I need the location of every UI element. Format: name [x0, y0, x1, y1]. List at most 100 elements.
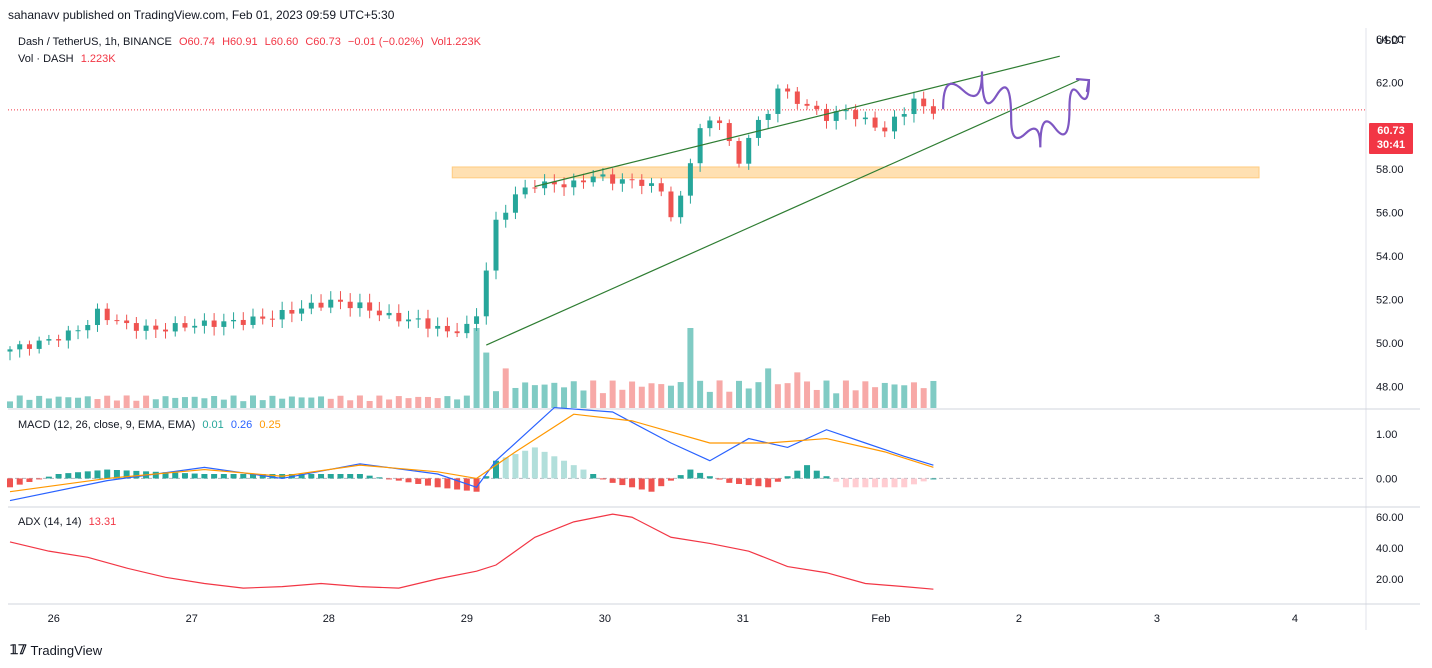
- candle-body: [192, 325, 198, 328]
- macd-histogram-bar: [347, 474, 354, 479]
- candle-body: [289, 309, 295, 314]
- candle-body: [163, 329, 169, 332]
- y-tick-label: 56.00: [1376, 208, 1404, 220]
- volume-bar: [356, 395, 363, 408]
- volume-bar: [347, 400, 354, 408]
- volume-bar: [842, 380, 849, 408]
- x-tick-label: 29: [461, 613, 473, 625]
- candle-body: [65, 330, 71, 341]
- candle-body: [755, 119, 761, 138]
- bar-countdown: 30:41: [1376, 139, 1406, 151]
- tradingview-brand-text: TradingView: [30, 642, 103, 658]
- volume-bar: [327, 398, 334, 408]
- volume-bar: [872, 387, 879, 408]
- candle-body: [717, 120, 723, 124]
- candle-body: [551, 181, 557, 185]
- candle-body: [240, 319, 246, 325]
- x-tick-label: 4: [1292, 613, 1298, 625]
- macd-histogram-bar: [512, 454, 519, 479]
- volume-bar: [687, 328, 694, 408]
- volume-bar: [65, 397, 72, 408]
- macd-histogram-bar: [901, 478, 908, 488]
- candle-body: [124, 320, 130, 324]
- volume-bar: [551, 382, 558, 408]
- candle-body: [707, 120, 713, 129]
- macd-histogram-bar: [891, 478, 898, 488]
- projection-arrowhead: [1075, 78, 1091, 93]
- macd-histogram-bar: [522, 450, 529, 479]
- legend-open: O60.74: [178, 36, 216, 48]
- volume-bar: [318, 396, 325, 408]
- candle-body: [571, 180, 577, 188]
- candle-body: [736, 141, 742, 164]
- candle-body: [182, 323, 188, 328]
- volume-bar: [833, 393, 840, 408]
- candle-body: [649, 183, 655, 186]
- candle-body: [94, 308, 100, 326]
- macd-histogram-bar: [570, 465, 577, 479]
- y-tick-label: 62.00: [1376, 77, 1404, 89]
- volume-bar: [415, 396, 422, 408]
- main-legend: Dash / TetherUS, 1h, BINANCE O60.74 H60.…: [18, 36, 485, 48]
- volume-bar: [784, 383, 791, 408]
- macd-histogram-bar: [454, 478, 461, 490]
- adx-y-tick: 20.00: [1376, 574, 1404, 586]
- volume-bar: [599, 393, 606, 408]
- candle-body: [75, 330, 81, 332]
- volume-bar: [541, 384, 548, 408]
- volume-bar: [162, 396, 169, 408]
- volume-bar: [444, 396, 451, 408]
- candle-body: [765, 113, 771, 120]
- y-tick-label: 48.00: [1376, 381, 1404, 393]
- macd-histogram-bar: [599, 478, 606, 480]
- candle-body: [853, 110, 859, 120]
- candle-body: [46, 339, 52, 341]
- volume-bar: [269, 395, 276, 408]
- macd-y-tick: 1.00: [1376, 429, 1397, 441]
- candle-body: [26, 344, 32, 349]
- macd-histogram-bar: [298, 474, 305, 479]
- candle-body: [921, 98, 927, 107]
- macd-histogram-bar: [677, 475, 684, 479]
- volume-bar: [133, 400, 140, 408]
- candle-body: [668, 191, 674, 218]
- adx-legend-label[interactable]: ADX (14, 14): [18, 516, 82, 528]
- candle-body: [143, 325, 149, 331]
- volume-legend-value: 1.223K: [80, 53, 116, 65]
- candle-body: [862, 117, 868, 120]
- macd-histogram-bar: [687, 469, 694, 479]
- volume-legend-label[interactable]: Vol · DASH: [18, 53, 74, 65]
- macd-histogram-bar: [386, 478, 393, 480]
- volume-bar: [901, 385, 908, 408]
- macd-legend-label[interactable]: MACD (12, 26, close, 9, EMA, EMA): [18, 419, 196, 431]
- macd-histogram-bar: [220, 474, 227, 479]
- volume-bar: [745, 388, 752, 408]
- volume-bar: [308, 397, 315, 408]
- macd-y-tick: 0.00: [1376, 473, 1397, 485]
- candle-body: [386, 312, 392, 316]
- legend-symbol[interactable]: Dash / TetherUS, 1h, BINANCE: [18, 36, 172, 48]
- x-tick-label: 3: [1154, 613, 1160, 625]
- macd-histogram-bar: [813, 470, 820, 479]
- volume-bar: [104, 395, 111, 408]
- candle-body: [211, 320, 217, 327]
- adx-y-tick: 60.00: [1376, 512, 1404, 524]
- x-tick-label: 27: [186, 613, 198, 625]
- macd-histogram-bar: [415, 478, 422, 484]
- volume-bar: [259, 400, 266, 408]
- volume-bar: [386, 399, 393, 408]
- macd-histogram-bar: [444, 478, 451, 489]
- legend-volume: Vol1.223K: [430, 36, 481, 48]
- macd-histogram-bar: [862, 478, 869, 488]
- macd-histogram-bar: [531, 447, 538, 479]
- candle-body: [746, 137, 752, 164]
- tradingview-logo[interactable]: 𝟙𝟟 TradingView: [10, 642, 102, 658]
- macd-histogram-bar: [629, 478, 636, 488]
- candle-body: [153, 325, 159, 330]
- macd-legend-signal: 0.25: [259, 419, 281, 431]
- macd-histogram-bar: [658, 478, 665, 487]
- macd-histogram-bar: [706, 476, 713, 479]
- candle-body: [454, 331, 460, 334]
- volume-bar: [454, 399, 461, 408]
